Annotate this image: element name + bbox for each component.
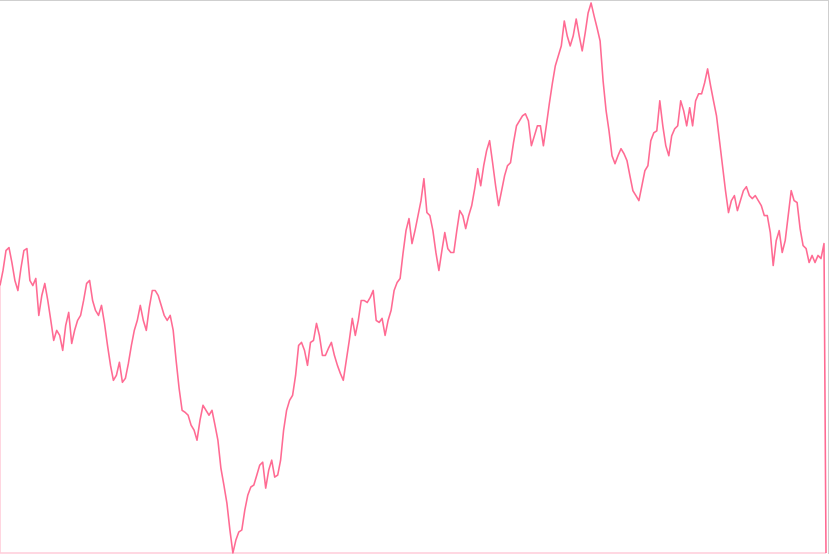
series-area-outline	[0, 285, 826, 554]
